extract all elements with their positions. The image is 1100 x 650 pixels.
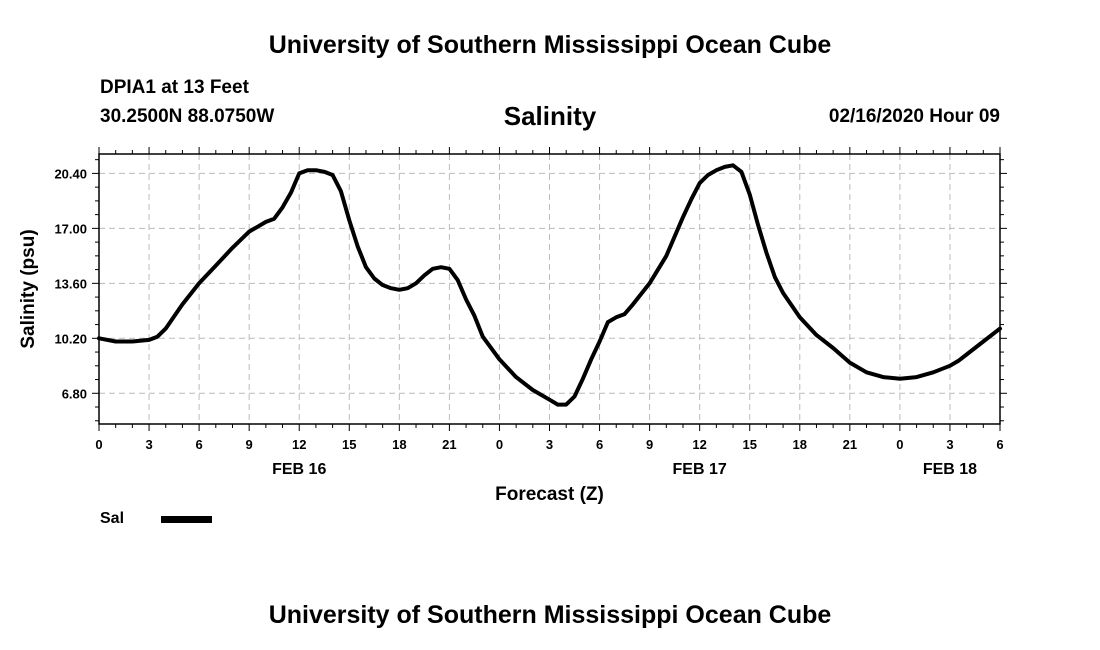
footer-title: University of Southern Mississippi Ocean… [268, 601, 832, 629]
y-tick-label: 13.60 [54, 276, 87, 291]
y-tick-label: 6.80 [62, 386, 87, 401]
x-tick-label: 12 [692, 437, 706, 452]
x-tick-label: 0 [95, 437, 102, 452]
x-tick-label: 15 [742, 437, 756, 452]
x-axis-label: Forecast (Z) [495, 484, 604, 505]
station-name: DPIA1 at 13 Feet [100, 77, 249, 98]
x-tick-label: 9 [246, 437, 253, 452]
y-tick-label: 20.40 [54, 166, 87, 181]
y-axis-label: Salinity (psu) [18, 229, 39, 348]
x-tick-label: 21 [442, 437, 456, 452]
x-tick-label: 3 [546, 437, 553, 452]
chart-title: Salinity [503, 101, 597, 131]
x-tick-label: 3 [145, 437, 152, 452]
x-tick-label: 0 [896, 437, 903, 452]
x-tick-label: 21 [843, 437, 857, 452]
x-tick-label: 3 [946, 437, 953, 452]
x-tick-label: 6 [596, 437, 603, 452]
x-tick-label: 18 [392, 437, 406, 452]
x-tick-label: 9 [646, 437, 653, 452]
legend-swatch [161, 516, 212, 523]
y-tick-label: 10.20 [54, 331, 87, 346]
station-coordinates: 30.2500N 88.0750W [100, 106, 275, 127]
y-tick-label: 17.00 [54, 221, 87, 236]
page-title: University of Southern Mississippi Ocean… [268, 31, 832, 59]
x-tick-label: 6 [996, 437, 1003, 452]
forecast-datetime: 02/16/2020 Hour 09 [828, 106, 1000, 127]
date-label: FEB 16 [272, 461, 326, 478]
legend-label: Sal [100, 510, 125, 527]
x-tick-label: 6 [195, 437, 202, 452]
series-line-sal [97, 163, 1002, 407]
date-label: FEB 17 [673, 461, 727, 478]
x-tick-label: 0 [496, 437, 503, 452]
date-label: FEB 18 [923, 461, 977, 478]
x-tick-label: 15 [342, 437, 356, 452]
x-tick-label: 12 [292, 437, 306, 452]
x-tick-label: 18 [793, 437, 807, 452]
